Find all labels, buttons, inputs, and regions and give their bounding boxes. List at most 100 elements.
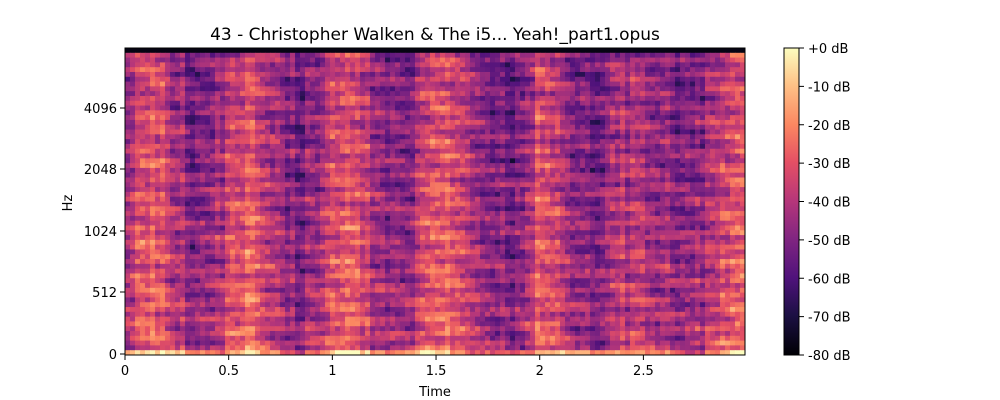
- spectrogram-cell: [665, 119, 671, 126]
- spectrogram-cell: [690, 52, 696, 59]
- spectrogram-cell: [355, 167, 361, 174]
- spectrogram-cell: [600, 91, 606, 97]
- spectrogram-cell: [260, 71, 266, 78]
- spectrogram-cell: [595, 182, 601, 188]
- spectrogram-cell: [710, 134, 716, 140]
- spectrogram-cell: [195, 163, 201, 169]
- spectrogram-cell: [330, 158, 336, 164]
- spectrogram-cell: [425, 134, 431, 140]
- spectrogram-cell: [675, 52, 681, 59]
- spectrogram-cell: [425, 143, 431, 150]
- spectrogram-cell: [225, 158, 231, 164]
- spectrogram-cell: [455, 215, 461, 222]
- spectrogram-cell: [600, 62, 606, 68]
- spectrogram-cell: [470, 62, 476, 68]
- spectrogram-cell: [515, 100, 521, 107]
- spectrogram-cell: [615, 201, 621, 207]
- spectrogram-cell: [725, 81, 731, 87]
- spectrogram-cell: [345, 119, 351, 126]
- spectrogram-cell: [675, 177, 681, 183]
- spectrogram-cell: [740, 81, 746, 87]
- spectrogram-cell: [145, 81, 151, 87]
- spectrogram-cell: [465, 48, 471, 54]
- spectrogram-cell: [520, 153, 526, 159]
- spectrogram-cell: [175, 86, 181, 92]
- spectrogram-cell: [210, 225, 216, 231]
- spectrogram-cell: [265, 129, 271, 135]
- spectrogram-cell: [725, 95, 731, 102]
- spectrogram-cell: [490, 110, 496, 116]
- spectrogram-cell: [660, 129, 666, 135]
- spectrogram-cell: [205, 196, 211, 202]
- spectrogram-cell: [555, 81, 561, 87]
- spectrogram-cell: [490, 81, 496, 87]
- spectrogram-cell: [740, 206, 746, 212]
- spectrogram-cell: [690, 230, 696, 236]
- spectrogram-cell: [355, 52, 361, 59]
- spectrogram-cell: [175, 196, 181, 202]
- spectrogram-cell: [735, 201, 741, 207]
- spectrogram-cell: [375, 52, 381, 59]
- spectrogram-cell: [700, 153, 706, 159]
- spectrogram-cell: [180, 86, 186, 92]
- spectrogram-cell: [365, 225, 371, 231]
- spectrogram-cell: [285, 167, 291, 174]
- spectrogram-cell: [555, 100, 561, 107]
- spectrogram-cell: [515, 115, 521, 121]
- spectrogram-cell: [740, 177, 746, 183]
- spectrogram-cell: [525, 71, 531, 78]
- spectrogram-cell: [480, 67, 486, 73]
- spectrogram-cell: [730, 139, 736, 145]
- spectrogram-cell: [435, 230, 441, 236]
- spectrogram-cell: [520, 206, 526, 212]
- spectrogram-cell: [340, 196, 346, 202]
- spectrogram-cell: [585, 71, 591, 78]
- spectrogram-cell: [390, 81, 396, 87]
- spectrogram-cell: [535, 100, 541, 107]
- spectrogram-cell: [640, 206, 646, 212]
- spectrogram-cell: [520, 91, 526, 97]
- spectrogram-cell: [180, 172, 186, 179]
- spectrogram-cell: [430, 201, 436, 207]
- spectrogram-cell: [290, 230, 296, 236]
- spectrogram-cell: [305, 167, 311, 174]
- spectrogram-cell: [690, 110, 696, 116]
- spectrogram-cell: [125, 124, 131, 131]
- spectrogram-cell: [695, 100, 701, 107]
- spectrogram-cell: [155, 115, 161, 121]
- spectrogram-cell: [290, 105, 296, 111]
- spectrogram-cell: [395, 124, 401, 131]
- spectrogram-cell: [475, 110, 481, 116]
- spectrogram-cell: [315, 215, 321, 222]
- spectrogram-cell: [610, 119, 616, 126]
- spectrogram-cell: [505, 124, 511, 131]
- spectrogram-cell: [725, 158, 731, 164]
- spectrogram-cell: [405, 220, 411, 226]
- spectrogram-cell: [400, 225, 406, 231]
- spectrogram-cell: [685, 187, 691, 193]
- spectrogram-cell: [190, 239, 196, 246]
- spectrogram-cell: [335, 124, 341, 131]
- spectrogram-cell: [655, 225, 661, 231]
- spectrogram-cell: [380, 134, 386, 140]
- spectrogram-cell: [535, 48, 541, 54]
- spectrogram-cell: [700, 201, 706, 207]
- spectrogram-cell: [395, 91, 401, 97]
- spectrogram-cell: [220, 153, 226, 159]
- spectrogram-cell: [425, 105, 431, 111]
- spectrogram-cell: [390, 191, 396, 198]
- spectrogram-cell: [545, 187, 551, 193]
- spectrogram-cell: [720, 177, 726, 183]
- spectrogram-cell: [560, 86, 566, 92]
- spectrogram-cell: [640, 115, 646, 121]
- spectrogram-cell: [185, 129, 191, 135]
- spectrogram-cell: [490, 163, 496, 169]
- spectrogram-cell: [275, 182, 281, 188]
- spectrogram-cell: [565, 86, 571, 92]
- spectrogram-cell: [700, 48, 706, 54]
- spectrogram-cell: [340, 153, 346, 159]
- spectrogram-cell: [520, 110, 526, 116]
- spectrogram-cell: [305, 153, 311, 159]
- spectrogram-cell: [480, 148, 486, 155]
- spectrogram-cell: [520, 81, 526, 87]
